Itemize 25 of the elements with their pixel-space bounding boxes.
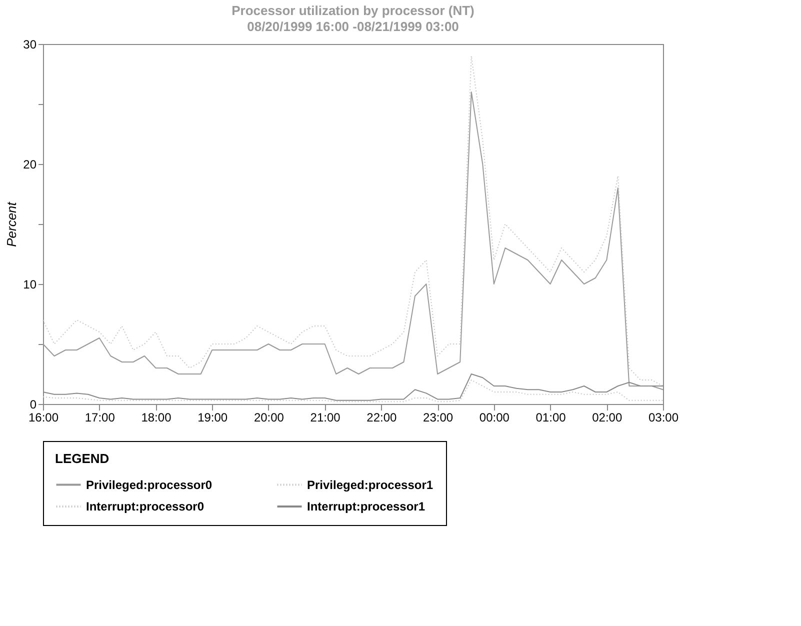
- x-tick-label: 16:00: [28, 410, 59, 424]
- x-tick-label: 03:00: [648, 410, 679, 424]
- x-tick-label: 01:00: [536, 410, 566, 424]
- chart-title: Processor utilization by processor (NT): [232, 3, 474, 18]
- y-tick-label: 0: [30, 398, 37, 412]
- chart-subtitle: 08/20/1999 16:00 -08/21/1999 03:00: [247, 19, 459, 34]
- y-tick-label: 30: [23, 38, 37, 52]
- y-axis-title: Percent: [4, 200, 20, 247]
- legend-label: Interrupt:processor0: [86, 500, 204, 514]
- y-tick-label: 20: [23, 158, 37, 172]
- line-series: [42, 380, 664, 402]
- x-tick-label: 19:00: [198, 410, 228, 424]
- legend-label: Privileged:processor0: [86, 478, 212, 492]
- y-tick-label: 10: [23, 278, 37, 292]
- legend-title: LEGEND: [55, 451, 110, 466]
- x-tick-label: 22:00: [366, 410, 398, 424]
- legend-label: Privileged:processor1: [307, 478, 434, 492]
- x-tick-label: 00:00: [479, 410, 510, 424]
- x-tick-label: 17:00: [84, 410, 116, 424]
- x-tick-label: 18:00: [141, 410, 172, 424]
- x-tick-label: 21:00: [310, 410, 341, 424]
- x-tick-label: 02:00: [592, 410, 622, 424]
- legend-label: Interrupt:processor1: [307, 500, 426, 514]
- x-tick-label: 20:00: [254, 410, 284, 424]
- x-tick-label: 23:00: [423, 410, 454, 424]
